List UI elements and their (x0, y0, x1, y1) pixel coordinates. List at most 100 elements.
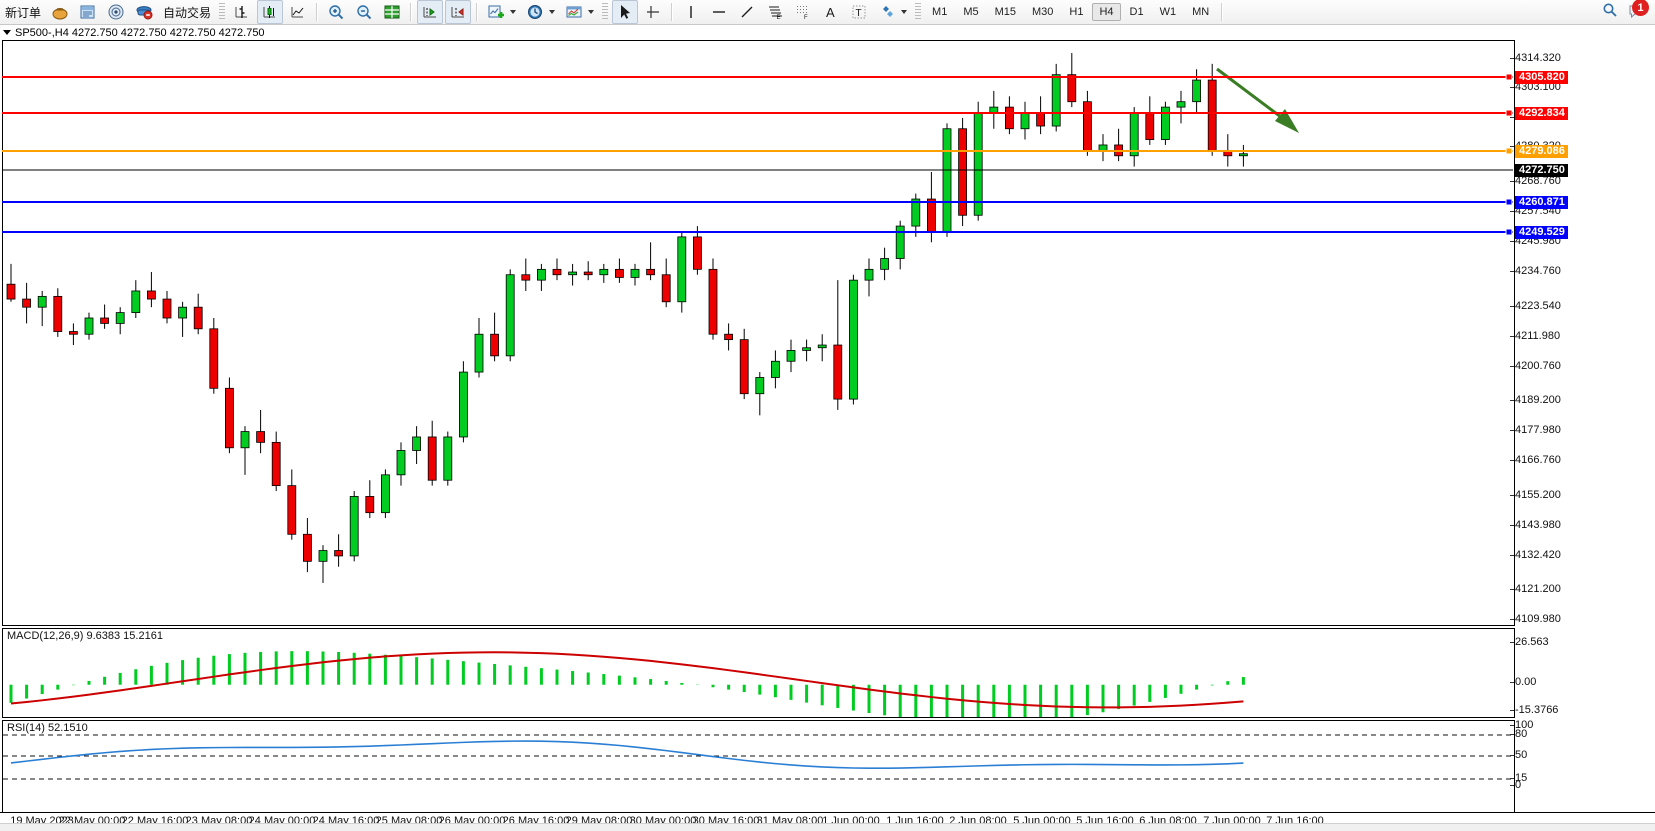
rsi-panel[interactable]: RSI(14) 52.1510 (2, 720, 1515, 818)
templates-icon[interactable] (561, 0, 598, 24)
price-level-label-support[interactable]: 4260.871 (1515, 196, 1568, 209)
price-tick: 4132.420 (1510, 549, 1561, 561)
rsi-tick: 100 (1509, 719, 1534, 731)
add-indicator-icon[interactable] (483, 0, 520, 24)
shapes-icon[interactable] (874, 0, 911, 24)
chart-menu-triangle-icon[interactable] (3, 30, 11, 35)
grid-icon[interactable] (379, 0, 405, 24)
horizontal-line-icon[interactable] (706, 0, 732, 24)
rsi-tick: 50 (1509, 749, 1528, 761)
toolbar-separator (671, 3, 674, 21)
toolbar-grip[interactable] (219, 3, 226, 21)
timeframe-h4[interactable]: H4 (1092, 3, 1121, 21)
alerts-icon[interactable]: 1 (1627, 0, 1649, 22)
candlestick-chart-icon[interactable] (257, 0, 284, 24)
rsi-svg (3, 734, 1514, 780)
money-bag-icon[interactable] (47, 0, 73, 24)
chart-shift-icon[interactable] (417, 0, 444, 24)
chart-area[interactable]: SP500-,H4 4272.750 4272.750 4272.750 427… (0, 25, 1655, 831)
price-tick: 4234.760 (1510, 265, 1561, 277)
new-order-button[interactable]: 新订单 (1, 0, 45, 24)
price-tick: 4200.760 (1510, 360, 1561, 372)
bar-chart-icon[interactable] (229, 0, 255, 24)
fibo-grid-icon[interactable]: F (790, 0, 816, 24)
price-tick: 4143.980 (1510, 519, 1561, 531)
new-order-label: 新订单 (5, 5, 42, 20)
chart-title-bar: SP500-,H4 4272.750 4272.750 4272.750 427… (0, 25, 265, 40)
auto-trading-button[interactable]: 自动交易 (159, 0, 215, 24)
macd-tick: 26.563 (1510, 636, 1549, 648)
price-level-label-resistance[interactable]: 4305.820 (1515, 71, 1568, 84)
timeframe-m5[interactable]: M5 (963, 6, 979, 18)
price-tick: 4189.200 (1510, 394, 1561, 406)
price-tick: 4303.100 (1510, 81, 1561, 93)
auto-trading-label: 自动交易 (163, 5, 212, 20)
macd-label: MACD(12,26,9) 9.6383 15.2161 (7, 630, 163, 642)
rsi-label: RSI(14) 52.1510 (7, 722, 88, 734)
svg-text:F: F (804, 15, 808, 21)
macd-tick: -15.3766 (1509, 704, 1559, 716)
fibonacci-icon[interactable]: E (762, 0, 788, 24)
auto-scroll-icon[interactable] (445, 0, 472, 24)
down-trend-arrow-icon (1216, 67, 1299, 133)
price-tick: 4155.200 (1510, 489, 1561, 501)
text-icon[interactable]: A (818, 0, 844, 24)
toolbar-separator (1221, 3, 1224, 21)
price-scale[interactable]: 4314.3204303.1004291.5404280.3204268.760… (1509, 25, 1655, 831)
price-level-label-support[interactable]: 4249.529 (1515, 226, 1568, 239)
zoom-in-icon[interactable] (323, 0, 349, 24)
price-level-label-resistance[interactable]: 4292.834 (1515, 107, 1568, 120)
toolbar-separator (476, 3, 479, 21)
timeframe-m30[interactable]: M30 (1032, 6, 1054, 18)
vertical-line-icon[interactable] (678, 0, 704, 24)
timeframe-d1[interactable]: D1 (1129, 6, 1144, 18)
price-tick: 4314.320 (1510, 52, 1561, 64)
price-tick: 4268.760 (1510, 175, 1561, 187)
timeframe-h1[interactable]: H1 (1069, 6, 1084, 18)
cursor-arrow-icon[interactable] (612, 0, 639, 24)
toolbar-grip[interactable] (915, 3, 922, 21)
timeframe-group: M1 M5 M15 M30 H1 H4 D1 W1 MN (924, 3, 1217, 21)
status-bar (0, 823, 1655, 831)
price-level-label-pivot[interactable]: 4279.086 (1515, 145, 1568, 158)
svg-text:A: A (826, 5, 835, 20)
rsi-tick: 80 (1509, 728, 1528, 740)
macd-panel[interactable]: MACD(12,26,9) 9.6383 15.2161 (2, 628, 1515, 718)
search-icon[interactable] (1601, 1, 1619, 24)
svg-text:T: T (856, 8, 862, 19)
rsi-tick: 15 (1509, 772, 1528, 784)
chevron-down-icon[interactable] (510, 10, 517, 14)
chevron-down-icon[interactable] (549, 10, 556, 14)
chevron-down-icon[interactable] (901, 10, 908, 14)
main-toolbar: 新订单 自动交易 (0, 0, 1655, 25)
svg-text:E: E (777, 15, 781, 21)
expert-advisor-icon[interactable] (131, 0, 157, 24)
price-tick: 4121.200 (1510, 583, 1561, 595)
macd-tick: 0.00 (1509, 676, 1537, 688)
line-chart-icon[interactable] (285, 0, 311, 24)
price-candles-svg (6, 53, 1299, 583)
price-tick: 4177.980 (1510, 424, 1561, 436)
zoom-out-icon[interactable] (351, 0, 377, 24)
price-tick: 4223.540 (1510, 300, 1561, 312)
timeframe-m15[interactable]: M15 (994, 6, 1016, 18)
timeframe-w1[interactable]: W1 (1159, 6, 1177, 18)
text-label-icon[interactable]: T (846, 0, 872, 24)
market-watch-icon[interactable] (75, 0, 101, 24)
rsi-tick: 0 (1509, 779, 1522, 791)
period-clock-icon[interactable] (522, 0, 559, 24)
price-level-label-last-price[interactable]: 4272.750 (1515, 164, 1568, 177)
timeframe-mn[interactable]: MN (1192, 6, 1210, 18)
toolbar-grip[interactable] (602, 3, 609, 21)
price-tick: 4211.980 (1509, 330, 1561, 342)
macd-svg (9, 651, 1245, 717)
toolbar-separator (316, 3, 319, 21)
timeframe-m1[interactable]: M1 (932, 6, 948, 18)
navigator-icon[interactable] (103, 0, 129, 24)
alert-count-badge[interactable]: 1 (1632, 0, 1649, 16)
price-panel[interactable] (2, 40, 1515, 626)
toolbar-separator (410, 3, 413, 21)
chevron-down-icon[interactable] (588, 10, 595, 14)
trend-line-icon[interactable] (734, 0, 760, 24)
crosshair-icon[interactable] (640, 0, 666, 24)
